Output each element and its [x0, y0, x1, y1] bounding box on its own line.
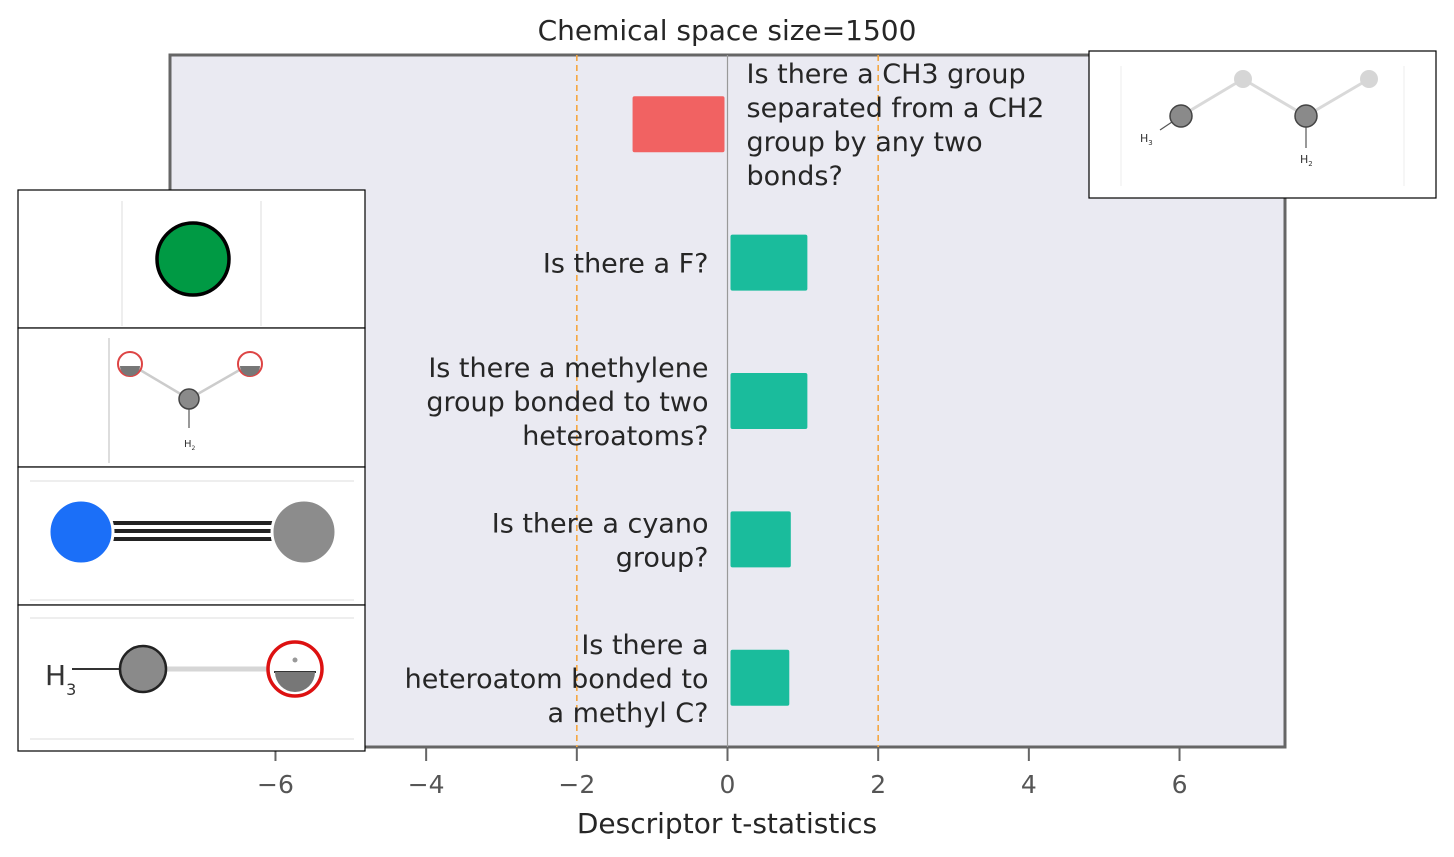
methylene-two-heteroatoms-icon: H2 — [17, 327, 366, 468]
bar-1 — [730, 234, 808, 291]
category-label-2-line-1: group bonded to two — [426, 387, 708, 418]
category-label-4-line-2: a methyl C? — [548, 698, 709, 729]
category-label-3-line-1: group? — [616, 542, 709, 573]
reference-lines — [576, 55, 879, 747]
category-label-2-line-0: Is there a methylene — [428, 353, 708, 384]
bars — [632, 96, 808, 706]
bar-3 — [730, 511, 791, 568]
category-label-1-line-0: Is there a F? — [543, 249, 709, 280]
x-tick-label-4: 2 — [870, 770, 886, 799]
category-label-0-line-0: Is there a CH3 group — [747, 59, 1026, 90]
x-tick-label-0: −6 — [257, 770, 294, 799]
x-tick-label-3: 0 — [720, 770, 736, 799]
chart-title: Chemical space size=1500 — [538, 14, 917, 47]
svg-text:H3: H3 — [45, 659, 76, 699]
category-label-4-line-0: Is there a — [581, 630, 708, 661]
x-axis-ticks: −6 −4 −2 0 2 4 6 — [257, 747, 1187, 799]
svg-text:H2: H2 — [1300, 153, 1313, 168]
bar-2 — [730, 373, 808, 429]
fluorine-atom-icon — [17, 189, 366, 329]
x-tick-label-5: 4 — [1021, 770, 1037, 799]
x-tick-label-2: −2 — [558, 770, 595, 799]
category-label-3-line-0: Is there a cyano — [492, 508, 709, 539]
category-label-0-line-2: group by any two — [747, 127, 983, 158]
category-label-2-line-2: heteroatoms? — [522, 421, 708, 452]
bar-4 — [730, 649, 790, 706]
bar-0 — [632, 96, 725, 153]
category-label-0-line-1: separated from a CH2 — [747, 93, 1045, 124]
svg-text:H3: H3 — [1140, 132, 1153, 147]
svg-text:H2: H2 — [184, 439, 196, 452]
category-label-4-line-1: heteroatom bonded to — [405, 664, 709, 695]
category-label-0-line-3: bonds? — [747, 161, 843, 192]
x-tick-label-6: 6 — [1172, 770, 1188, 799]
x-axis-label: Descriptor t-statistics — [577, 807, 877, 840]
cyano-group-icon — [17, 466, 366, 606]
methyl-heteroatom-icon: H3 — [17, 604, 366, 752]
ch3-ch2-fragment-icon: H3 H2 — [1088, 50, 1437, 199]
x-tick-label-1: −4 — [408, 770, 445, 799]
